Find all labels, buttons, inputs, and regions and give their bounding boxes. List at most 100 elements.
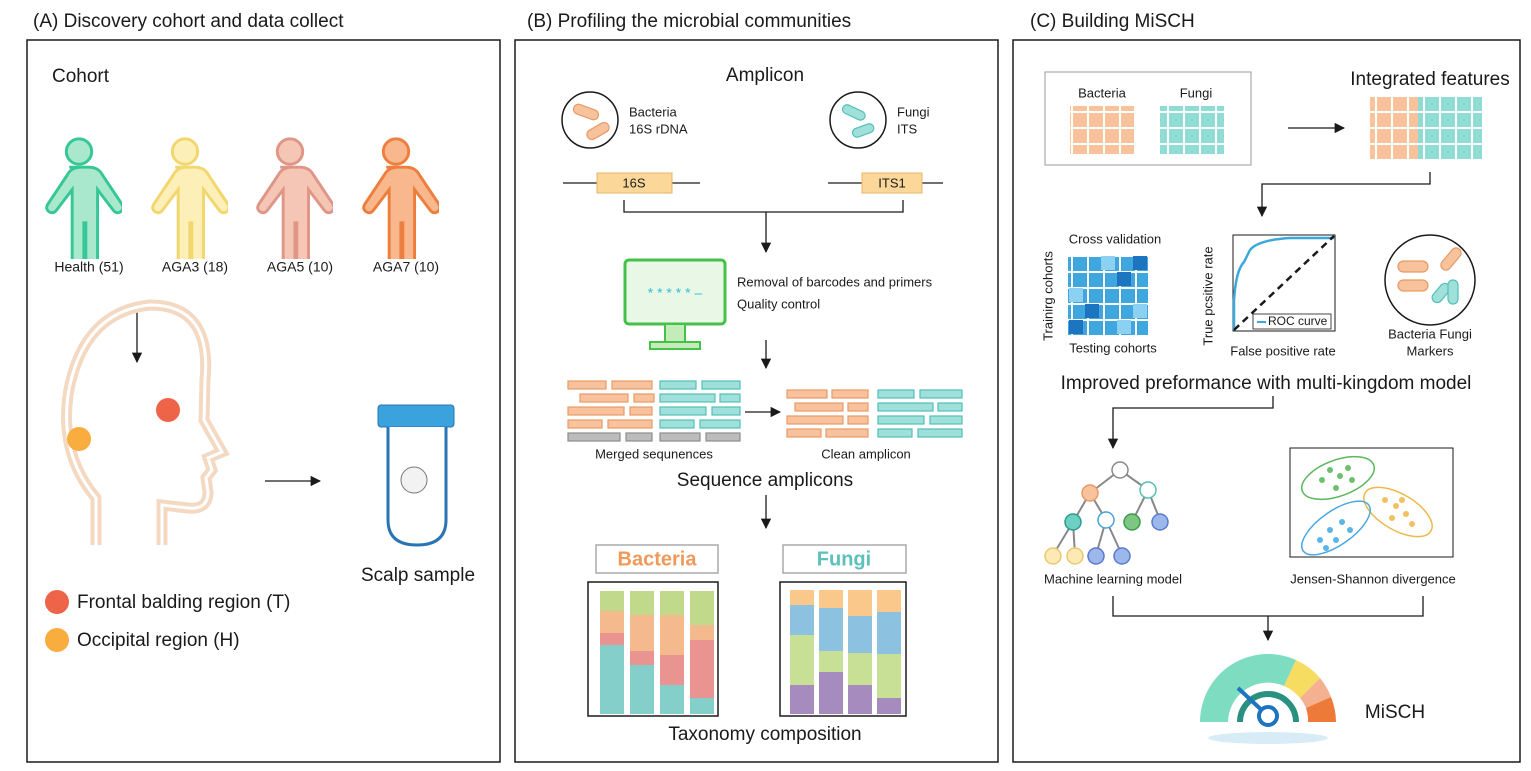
gauge-shadow [1208,732,1328,744]
monitor-stand [649,323,701,350]
label-box [782,544,907,574]
fungi-icon [851,123,875,138]
legend-label: ROC curve [1268,314,1328,328]
feature-grid [1418,96,1482,160]
fungi-icon [841,104,866,121]
cluster [1301,500,1371,556]
connector [1256,172,1431,218]
group-label: Health (51) [54,259,123,275]
label: Cross validation [1069,231,1162,246]
gauge-segment [1306,697,1336,722]
group-label: AGA3 (18) [162,259,228,275]
head-outline [61,299,230,545]
label: Testing cohorts [1069,340,1157,355]
connector [1112,596,1424,640]
label: Merged sequnences [595,446,713,461]
tube-cap [377,404,455,428]
clean-amplicon [786,389,963,438]
tree-nodes [1044,461,1169,565]
label: Bacteria [629,104,677,119]
panel-frame [26,39,501,763]
connector [623,200,904,252]
label-box [595,544,719,574]
panel-frame [514,39,999,763]
feature-grid [1070,106,1134,154]
group-label: AGA5 (10) [267,259,333,275]
label: ITS [897,121,918,136]
label: Trainirg cohorts [1040,251,1055,341]
legend-box [1252,313,1332,330]
markers-icon [1447,279,1459,305]
legend-dot [45,628,69,652]
gauge-segment [1200,653,1296,722]
panel-title: (A) Discovery cohort and data collect [33,11,344,32]
person-icon [45,137,122,259]
composition-bars [600,591,714,714]
region-dot [67,427,91,451]
screen-dots: * * * * * – [648,285,703,301]
label: Amplicon [726,65,804,86]
label: Fungi [1180,85,1213,100]
gene-region [861,172,923,194]
diagonal [1233,235,1335,331]
label: Bacteria Fungi [1388,326,1472,341]
panel-title: (B) Profiling the microbial communities [527,11,851,32]
person-icon [362,137,439,259]
label: True pcsitive rate [1200,246,1215,345]
heatmap-cells [1069,256,1147,334]
gauge-segment [1300,678,1331,708]
markers-icon [1397,279,1429,292]
gene-label: ITS1 [878,175,905,190]
group-label: AGA7 (10) [373,259,439,275]
panel-frame [1012,39,1521,763]
markers-icon [1440,247,1462,271]
gene-label: 16S [622,175,645,190]
tree-edges [1052,469,1161,556]
label: Bacteria [1078,85,1126,100]
panel-title: (C) Building MiSCH [1030,11,1195,32]
label: Sequence amplicons [677,470,853,491]
label: Clean amplicon [821,446,911,461]
gauge-hub [1257,705,1279,727]
label: Markers [1407,343,1454,358]
markers-icon [1384,234,1476,326]
roc-curve [1232,236,1334,330]
heatmap-cells [1069,256,1147,334]
label: Scalp sample [361,565,475,586]
jsd-frame [1289,447,1454,558]
label: Jensen-Shannon divergence [1290,571,1456,586]
legend-dot [45,590,69,614]
label: Fungi [897,104,930,119]
cluster [1301,455,1375,501]
composition-bars [790,590,901,714]
bacteria-icon [572,103,600,121]
label: Bacteria [618,548,698,570]
label: Integrated features [1350,69,1510,90]
label: Cohort [52,66,110,87]
cluster-points [1382,497,1415,527]
cluster [1363,486,1433,538]
bacteria-icon [586,121,610,141]
connector [1107,396,1274,450]
gene-region [596,172,673,194]
label: False positive rate [1230,343,1336,358]
label: Taxonomy composition [668,724,861,745]
label: Quality control [737,296,820,311]
legend-label: Frontal balding region (T) [77,592,290,613]
region-dot [156,398,180,422]
legend-label: Occipital region (H) [77,630,240,651]
markers-icon [1397,260,1429,273]
label: Improved preformance with multi-kingdom … [1061,373,1472,394]
label: Fungi [817,548,871,570]
person-icon [256,137,333,259]
label: Removal of barcodes and primers [737,274,933,289]
cluster-points [1319,465,1355,491]
gauge-inner [1237,691,1299,723]
label: 16S rDNA [629,121,688,136]
head-outline [65,303,225,545]
merged-sequences [567,380,741,442]
feature-grid [1160,106,1224,154]
gauge-segment [1284,660,1320,698]
label: MiSCH [1365,702,1425,723]
